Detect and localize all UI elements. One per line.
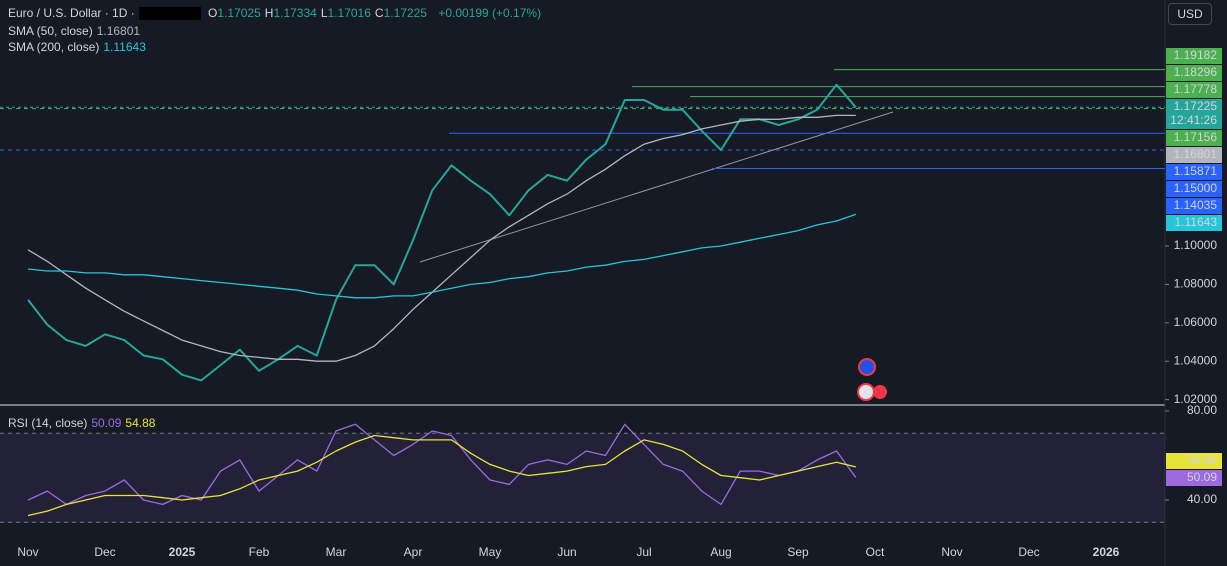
rsi-band-fill (0, 433, 1165, 523)
price-label: 1.11643 (1175, 215, 1218, 229)
ohlc: O1.17025 H1.17334 L1.17016 C1.17225 (208, 6, 431, 20)
rsi-label: 54.88 (1187, 453, 1217, 467)
x-tick-label: Feb (249, 545, 270, 559)
price-label-box (1166, 130, 1222, 146)
y-tick-label: 1.08000 (1174, 277, 1218, 291)
countdown: 12:41:26 (1170, 113, 1217, 127)
price-label-box (1166, 181, 1222, 197)
x-tick-label: Jun (557, 545, 576, 559)
series-line (27, 423, 857, 506)
x-tick-label: 2026 (1093, 545, 1120, 559)
price-label-box (1166, 48, 1222, 64)
price-label-box (1166, 82, 1222, 98)
series-line (27, 83, 857, 382)
price-label: 1.15871 (1174, 164, 1218, 178)
currency-button[interactable]: USD (1168, 3, 1212, 25)
symbol: Euro / U.S. Dollar · 1D · (8, 6, 135, 20)
ohlc-key: C (374, 6, 384, 20)
price-label: 1.17156 (1174, 130, 1218, 144)
rsi-label-box (1166, 453, 1222, 469)
price-label-box (1166, 99, 1222, 129)
price-label-box (1166, 198, 1222, 214)
price-label-box (1166, 164, 1222, 180)
ohlc-value: 1.17334 (273, 6, 317, 20)
x-tick-label: Apr (404, 545, 423, 559)
x-tick-label: Jul (636, 545, 651, 559)
x-tick-label: Dec (1018, 545, 1039, 559)
price-label-box (1166, 65, 1222, 81)
price-label: 1.16801 (1174, 147, 1218, 161)
change: +0.00199 (+0.17%) (438, 6, 542, 20)
series-line (27, 213, 857, 299)
event-icons[interactable] (857, 358, 887, 401)
legend-name: SMA (200, close) (8, 40, 100, 54)
price-label-box (1166, 215, 1222, 231)
event-icon[interactable] (858, 358, 876, 376)
x-tick-label: Oct (866, 545, 885, 559)
ohlc-key: O (208, 6, 218, 20)
ohlc-value: 1.17016 (327, 6, 371, 20)
ohlc-value: 1.17225 (383, 6, 427, 20)
x-tick-label: Sep (787, 545, 809, 559)
price-label: 1.14035 (1174, 198, 1218, 212)
x-tick-label: Nov (17, 545, 38, 559)
y-tick-label: 1.10000 (1174, 238, 1218, 252)
ohlc-value: 1.17025 (217, 6, 261, 20)
rsi-label-box (1166, 470, 1222, 486)
trendline (419, 111, 894, 263)
series-line (27, 434, 856, 517)
price-label: 1.15000 (1174, 181, 1218, 195)
legend-value: 54.88 (125, 416, 156, 430)
price-label: 1.18296 (1174, 65, 1218, 79)
ohlc-key: L (320, 6, 328, 20)
rsi-label: 50.09 (1187, 470, 1217, 484)
price-label: 1.17778 (1174, 82, 1218, 96)
event-icon[interactable] (873, 385, 887, 399)
y-tick-label: 1.02000 (1174, 392, 1218, 406)
symbol-header: Euro / U.S. Dollar · 1D · O1.17025 H1.173… (8, 6, 545, 21)
price-label: 1.17225 (1174, 99, 1218, 113)
event-icon[interactable] (857, 383, 875, 401)
price-label: 1.19182 (1174, 48, 1218, 62)
x-tick-label: 2025 (169, 545, 196, 559)
series-line (27, 114, 856, 362)
x-tick-label: May (479, 545, 502, 559)
legend-value: 1.11643 (103, 40, 146, 54)
price-label-box (1166, 147, 1222, 163)
x-tick-label: Mar (326, 545, 347, 559)
legend-sma50: SMA (50, close) 1.16801 (8, 24, 144, 38)
legend-value: 50.09 (91, 416, 122, 430)
ohlc-key: H (264, 6, 274, 20)
legend-name: RSI (14, close) (8, 416, 88, 430)
x-tick-label: Nov (941, 545, 962, 559)
y-tick-label: 80.00 (1187, 403, 1217, 417)
y-tick-label: 40.00 (1187, 492, 1217, 506)
y-tick-label: 1.04000 (1174, 353, 1218, 367)
legend-rsi: RSI (14, close) 50.09 54.88 (8, 416, 159, 430)
legend-value: 1.16801 (96, 24, 141, 38)
x-tick-label: Dec (94, 545, 115, 559)
y-tick-label: 1.06000 (1174, 315, 1218, 329)
redaction (138, 7, 201, 21)
x-tick-label: Aug (710, 545, 731, 559)
legend-sma200: SMA (200, close) 1.11643 (8, 40, 150, 54)
legend-name: SMA (50, close) (8, 24, 93, 38)
